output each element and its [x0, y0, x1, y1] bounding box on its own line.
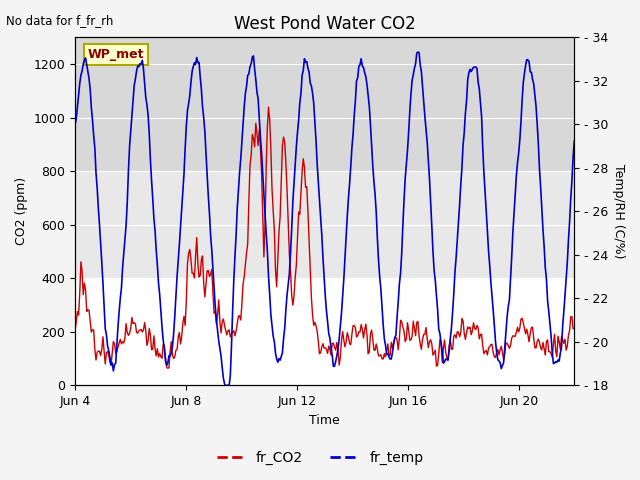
Y-axis label: Temp/RH (C/%): Temp/RH (C/%): [612, 164, 625, 259]
Text: WP_met: WP_met: [88, 48, 144, 61]
X-axis label: Time: Time: [309, 414, 340, 427]
Y-axis label: CO2 (ppm): CO2 (ppm): [15, 177, 28, 245]
Bar: [75, 171, 574, 278]
Text: No data for f_fr_rh: No data for f_fr_rh: [6, 14, 114, 27]
Legend: fr_CO2, fr_temp: fr_CO2, fr_temp: [211, 445, 429, 471]
Bar: [75, 37, 574, 171]
Title: West Pond Water CO2: West Pond Water CO2: [234, 15, 415, 33]
